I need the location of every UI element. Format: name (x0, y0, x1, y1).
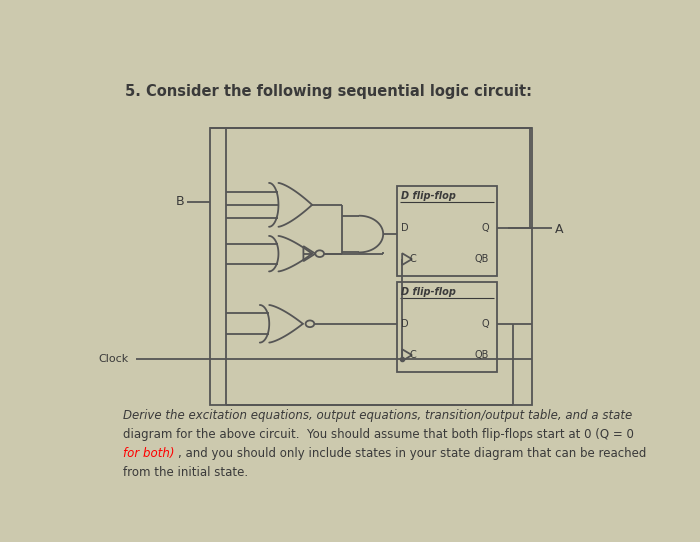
Bar (209, 128, 532, 405)
Text: Q: Q (482, 223, 489, 233)
Bar (397, 282, 497, 372)
Text: A: A (555, 223, 564, 236)
Text: C: C (410, 350, 416, 360)
Text: D flip-flop: D flip-flop (401, 191, 456, 201)
Text: for both): for both) (122, 447, 174, 460)
Text: Clock: Clock (98, 354, 128, 364)
Text: from the initial state.: from the initial state. (122, 466, 248, 479)
Text: D: D (401, 223, 409, 233)
Text: 5. Consider the following sequential logic circuit:: 5. Consider the following sequential log… (125, 84, 533, 99)
Text: QB: QB (475, 350, 489, 360)
Text: D: D (401, 319, 409, 329)
Text: B: B (176, 196, 184, 209)
Text: Q: Q (482, 319, 489, 329)
Text: Derive the excitation equations, output equations, transition/output table, and : Derive the excitation equations, output … (122, 409, 632, 422)
Bar (397, 186, 497, 276)
Text: diagram for the above circuit.  You should assume that both flip-flops start at : diagram for the above circuit. You shoul… (122, 428, 634, 441)
Text: C: C (410, 254, 416, 264)
Text: QB: QB (475, 254, 489, 264)
Text: , and you should only include states in your state diagram that can be reached: , and you should only include states in … (178, 447, 646, 460)
Text: D flip-flop: D flip-flop (401, 287, 456, 297)
